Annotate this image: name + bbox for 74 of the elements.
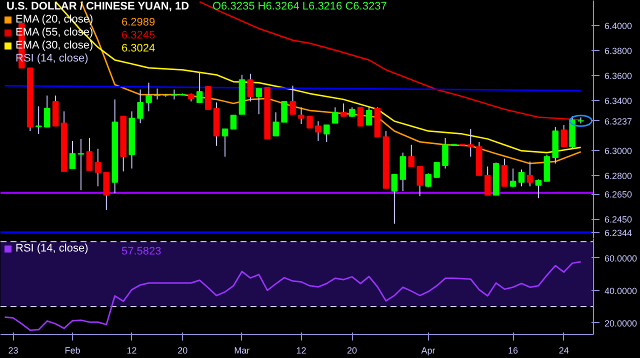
x-tick-label: Feb: [64, 346, 80, 356]
candlestick: [230, 114, 237, 130]
candlestick: [290, 85, 296, 115]
candlestick: [146, 82, 152, 112]
annotation: 6.3245: [122, 30, 156, 42]
candlestick: [560, 124, 567, 148]
candlestick: [86, 137, 93, 171]
candlestick: [69, 140, 76, 170]
legend-label: RSI (14, close): [16, 242, 88, 254]
candlestick: [222, 128, 228, 158]
candlestick: [366, 106, 372, 126]
candlestick: [315, 120, 322, 142]
candlestick: [468, 128, 474, 158]
candlestick: [416, 166, 423, 197]
candlestick: [535, 178, 542, 199]
y-tick-label: 6.2800: [604, 170, 632, 181]
candlestick: [281, 100, 288, 123]
candlestick: [434, 162, 440, 178]
x-tick-label: 20: [347, 346, 358, 356]
candlestick: [78, 138, 84, 191]
candlestick: [391, 174, 398, 224]
candlestick: [324, 124, 330, 142]
candlestick: [442, 137, 448, 170]
ref-line-label: 6.2344: [604, 228, 632, 238]
candlestick: [348, 106, 356, 118]
candlestick: [510, 168, 516, 188]
candlestick: [501, 158, 508, 187]
annotation: O6.3235 H6.3264 L6.3216 C6.3237: [212, 0, 387, 12]
candlestick: [400, 152, 406, 192]
y-tick-label: 6.3400: [604, 96, 632, 106]
y-tick-label: 6.2450: [604, 214, 632, 225]
candlestick: [526, 161, 534, 187]
candlestick: [408, 144, 414, 168]
candlestick: [171, 89, 178, 100]
candlestick: [332, 106, 338, 124]
candlestick: [306, 116, 313, 129]
annotation: 57.5823: [122, 246, 162, 258]
y-tick-label: 40.0000: [604, 286, 638, 296]
y-tick-label: 6.3237: [604, 116, 632, 126]
candlestick: [247, 73, 254, 102]
x-tick-label: Mar: [234, 346, 250, 356]
y-tick-label: 6.3600: [604, 70, 632, 81]
candlestick: [256, 88, 262, 115]
candlestick: [103, 172, 110, 210]
y-tick-label: 60.0000: [604, 253, 638, 264]
y-tick-label: 6.2650: [604, 190, 632, 200]
candlestick: [154, 88, 160, 100]
candlestick: [204, 86, 212, 110]
candlestick: [272, 112, 279, 136]
x-tick-label: 16: [508, 346, 518, 356]
x-tick-label: 20: [178, 346, 188, 356]
annotation: 6.2989: [122, 16, 156, 28]
candlestick: [357, 106, 364, 127]
candlestick: [484, 166, 491, 196]
candlestick: [94, 148, 102, 187]
candlestick: [35, 106, 42, 134]
candlestick: [137, 89, 144, 124]
x-tick-label: 24: [558, 346, 569, 356]
candlestick: [298, 106, 304, 125]
candlestick: [44, 95, 50, 128]
x-tick-label: 12: [126, 346, 137, 356]
candlestick: [425, 172, 432, 188]
candlestick: [340, 102, 347, 117]
annotation: 6.3024: [122, 42, 156, 54]
line-series: [4, 260, 582, 332]
x-tick-label: Apr: [421, 346, 436, 356]
x-tick-label: 23: [8, 346, 18, 356]
y-tick-label: 6.3800: [604, 46, 632, 56]
candlestick: [196, 71, 203, 103]
y-tick-label: 6.4000: [604, 20, 632, 31]
y-tick-label: 20.0000: [604, 318, 638, 328]
candlestick: [518, 169, 525, 187]
y-tick-label: 6.3000: [604, 146, 632, 156]
x-tick-label: 12: [296, 346, 306, 356]
